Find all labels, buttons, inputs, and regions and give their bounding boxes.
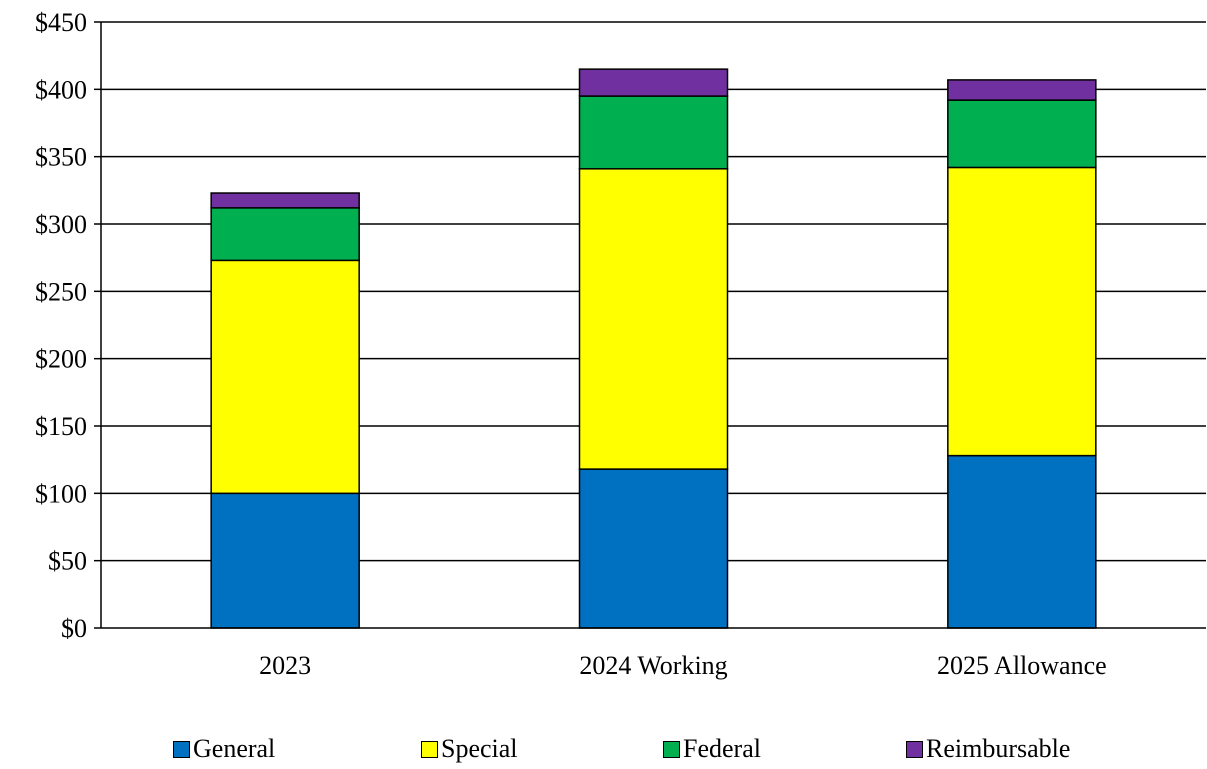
y-tick-label: $0: [61, 614, 87, 643]
stacked-bar-chart: $0 $50 $100 $150 $200 $250 $300 $350 $400 $450 20…: [35, 8, 1206, 680]
legend-label: General: [193, 734, 276, 763]
legend-swatch: [663, 740, 680, 758]
bar-segment-general-2: [578, 468, 729, 629]
bar-segment-reimbursable-1: [210, 192, 360, 209]
y-tick-label: $350: [35, 143, 87, 172]
legend-label: Special: [441, 734, 518, 763]
bar-segment-general-3: [947, 454, 1097, 629]
y-tick-label: $100: [35, 479, 87, 508]
x-category-label: 2023: [259, 651, 311, 680]
y-axis-ticks: $0 $50 $100 $150 $200 $250 $300 $350 $400 $450: [35, 8, 101, 643]
legend-item-federal: Federal: [663, 732, 761, 766]
bars: [210, 68, 1097, 629]
legend-item-reimbursable: Reimbursable: [906, 732, 1070, 766]
bar-segment-general-1: [210, 492, 360, 629]
bar-segment-special-3: [947, 166, 1097, 457]
y-tick-label: $50: [48, 547, 87, 576]
y-tick-label: $400: [35, 75, 87, 104]
legend-item-general: General: [173, 732, 275, 766]
bar-segment-reimbursable-2: [578, 68, 729, 97]
legend-swatch: [421, 740, 438, 758]
legend-swatch: [173, 740, 190, 758]
y-tick-label: $450: [35, 8, 87, 37]
y-tick-label: $150: [35, 412, 87, 441]
legend-item-special: Special: [421, 732, 518, 766]
legend-swatch: [906, 740, 923, 758]
axes: [100, 22, 1206, 629]
bar-segment-special-1: [210, 259, 360, 495]
x-category-label: 2025 Allowance: [937, 651, 1107, 680]
bar-segment-federal-1: [210, 207, 360, 262]
legend: General Special Federal Reimbursable: [0, 732, 1207, 766]
bar-segment-special-2: [578, 168, 729, 470]
bar-segment-reimbursable-3: [947, 79, 1097, 101]
x-category-label: 2024 Working: [579, 651, 727, 680]
x-axis-labels: 2023 2024 Working 2025 Allowance: [259, 651, 1107, 680]
y-tick-label: $200: [35, 345, 87, 374]
bar-segment-federal-3: [947, 99, 1097, 169]
y-tick-label: $250: [35, 277, 87, 306]
legend-label: Federal: [683, 734, 761, 763]
bar-segment-federal-2: [578, 95, 729, 170]
y-tick-label: $300: [35, 210, 87, 239]
legend-label: Reimbursable: [926, 734, 1071, 763]
